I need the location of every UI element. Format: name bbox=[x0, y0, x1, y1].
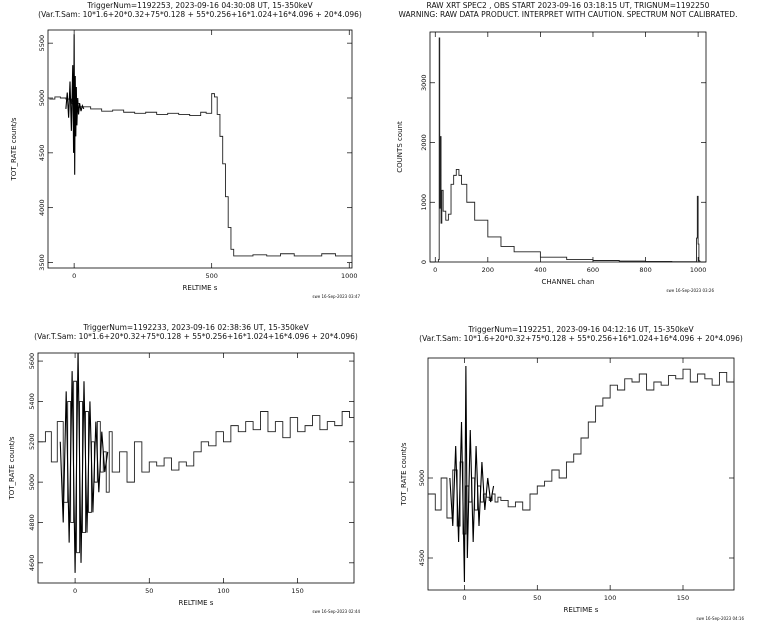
x-tick-label: 50 bbox=[533, 594, 541, 602]
x-tick-label: 0 bbox=[462, 594, 466, 602]
chart-panel-bottom-left: TriggerNum=1192233, 2023-09-16 02:38:36 … bbox=[8, 323, 360, 614]
y-tick-label: 4500 bbox=[38, 145, 46, 162]
plot-frame bbox=[47, 29, 353, 269]
chart-title: TriggerNum=1192253, 2023-09-16 04:30:08 … bbox=[86, 1, 313, 10]
plot-frame bbox=[37, 352, 355, 584]
y-axis-label: TOT_RATE count/s bbox=[10, 117, 18, 181]
chart-subtitle: (Var.T.Sam: 10*1.6+20*0.32+75*0.128 + 55… bbox=[34, 332, 358, 341]
chart-subtitle: (Var.T.Sam: 10*1.6+20*0.32+75*0.128 + 55… bbox=[419, 334, 743, 343]
y-axis-label: TOT_RATE count/s bbox=[400, 442, 408, 506]
y-tick-label: 4500 bbox=[418, 550, 426, 567]
x-tick-label: 100 bbox=[217, 587, 229, 595]
y-tick-label: 1000 bbox=[420, 194, 428, 211]
x-tick-label: 150 bbox=[677, 594, 689, 602]
x-tick-label: 200 bbox=[482, 266, 494, 274]
chart-subtitle: WARNING: RAW DATA PRODUCT. INTERPRET WIT… bbox=[399, 10, 738, 19]
y-axis-label: COUNTS count bbox=[396, 121, 404, 173]
x-tick-label: 600 bbox=[587, 266, 599, 274]
y-tick-label: 2000 bbox=[420, 134, 428, 151]
y-tick-label: 3500 bbox=[38, 254, 46, 271]
chart-panel-bottom-right: TriggerNum=1192251, 2023-09-16 04:12:16 … bbox=[400, 325, 744, 621]
x-axis-label: RELTIME s bbox=[183, 284, 218, 292]
x-axis-label: CHANNEL chan bbox=[542, 278, 595, 286]
y-tick-label: 4000 bbox=[38, 199, 46, 216]
x-tick-label: 500 bbox=[205, 272, 217, 280]
plot-frame bbox=[427, 357, 735, 591]
y-tick-label: 5200 bbox=[28, 433, 36, 450]
x-tick-label: 1000 bbox=[690, 266, 707, 274]
rate-series-line bbox=[428, 368, 734, 535]
x-tick-label: 150 bbox=[291, 587, 303, 595]
chart-title: TriggerNum=1192251, 2023-09-16 04:12:16 … bbox=[467, 325, 694, 334]
y-tick-label: 5400 bbox=[28, 393, 36, 410]
chart-subtitle: (Var.T.Sam: 10*1.6+20*0.32+75*0.128 + 55… bbox=[38, 10, 362, 19]
x-tick-label: 0 bbox=[433, 266, 437, 274]
x-tick-label: 0 bbox=[73, 587, 77, 595]
chart-stamp: swe 16-Sep-2023 03:47 bbox=[312, 294, 360, 299]
y-tick-label: 3000 bbox=[420, 75, 428, 92]
chart-stamp: swe 16-Sep-2023 04:16 bbox=[696, 616, 744, 621]
plot-frame bbox=[429, 31, 707, 263]
chart-panel-top-right: RAW XRT SPEC2 , OBS START 2023-09-16 03:… bbox=[396, 1, 738, 293]
y-tick-label: 0 bbox=[420, 260, 428, 264]
y-tick-label: 5000 bbox=[28, 474, 36, 491]
x-tick-label: 800 bbox=[639, 266, 651, 274]
y-tick-label: 4800 bbox=[28, 514, 36, 531]
chart-stamp: swe 16-Sep-2023 03:26 bbox=[666, 288, 714, 293]
chart-panel-top-left: TriggerNum=1192253, 2023-09-16 04:30:08 … bbox=[10, 1, 362, 299]
x-tick-label: 0 bbox=[72, 272, 76, 280]
chart-title: RAW XRT SPEC2 , OBS START 2023-09-16 03:… bbox=[427, 1, 710, 10]
x-tick-label: 100 bbox=[604, 594, 616, 602]
x-axis-label: RELTIME s bbox=[564, 606, 599, 614]
chart-title: TriggerNum=1192233, 2023-09-16 02:38:36 … bbox=[82, 323, 309, 332]
burst-series-line bbox=[65, 34, 85, 175]
burst-series-line bbox=[59, 353, 109, 573]
x-tick-label: 400 bbox=[534, 266, 546, 274]
x-axis-label: RELTIME s bbox=[179, 599, 214, 607]
x-tick-label: 1000 bbox=[341, 272, 358, 280]
rate-series-line bbox=[49, 93, 352, 257]
rate-series-line bbox=[435, 37, 702, 262]
y-tick-label: 5000 bbox=[418, 470, 426, 487]
y-tick-label: 5600 bbox=[28, 353, 36, 370]
burst-series-line bbox=[449, 365, 495, 583]
y-tick-label: 5500 bbox=[38, 35, 46, 52]
y-tick-label: 5000 bbox=[38, 90, 46, 107]
x-tick-label: 50 bbox=[145, 587, 153, 595]
chart-stamp: swe 16-Sep-2023 02:44 bbox=[312, 609, 360, 614]
y-tick-label: 4600 bbox=[28, 555, 36, 572]
y-axis-label: TOT_RATE count/s bbox=[8, 436, 16, 500]
